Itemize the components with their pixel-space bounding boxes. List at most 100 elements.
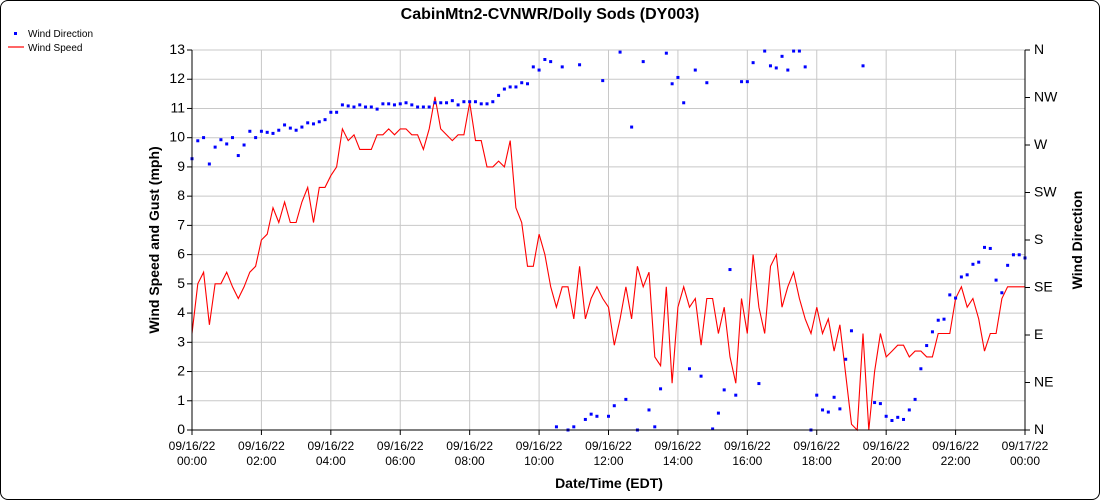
y-tick-label: 11 — [170, 99, 185, 115]
wind-direction-point — [259, 129, 263, 133]
wind-direction-point — [306, 121, 310, 125]
axes: 012345678910111213NNEESESSWWNWN09/16/220… — [169, 41, 1058, 468]
wind-direction-point — [473, 100, 477, 104]
x-tick-date: 09/16/22 — [446, 439, 493, 453]
x-tick-date: 09/16/22 — [655, 439, 702, 453]
wind-direction-point — [294, 128, 298, 132]
wind-direction-point — [618, 50, 622, 54]
x-tick-date: 09/16/22 — [793, 439, 840, 453]
wind-direction-point — [283, 123, 287, 127]
wind-direction-point — [936, 318, 940, 322]
y-axis-label: Wind Speed and Gust (mph) — [146, 146, 162, 333]
wind-direction-point — [502, 87, 506, 91]
x-tick-time: 20:00 — [871, 454, 901, 468]
wind-direction-point — [896, 415, 900, 419]
wind-direction-point — [572, 425, 576, 429]
wind-direction-point — [288, 126, 292, 130]
wind-direction-point — [560, 65, 564, 69]
wind-direction-point — [462, 100, 466, 104]
wind-direction-point — [317, 120, 321, 124]
wind-direction-point — [346, 104, 350, 108]
y-tick-label: 0 — [177, 421, 185, 437]
wind-direction-point — [786, 68, 790, 72]
wind-direction-point — [595, 414, 599, 418]
wind-direction-point — [803, 65, 807, 69]
wind-direction-point — [340, 103, 344, 107]
x-tick-date: 09/16/22 — [516, 439, 563, 453]
chart-title: CabinMtn2-CVNWR/Dolly Sods (DY003) — [401, 6, 700, 23]
y-tick-label: 6 — [177, 246, 185, 262]
wind-direction-point — [207, 162, 211, 166]
wind-direction-point — [213, 145, 217, 149]
y-tick-label: 5 — [177, 275, 185, 291]
wind-direction-point — [792, 49, 796, 53]
wind-direction-point — [265, 130, 269, 134]
x-tick-date: 09/16/22 — [307, 439, 354, 453]
wind-direction-point — [381, 102, 385, 106]
wind-direction-point — [300, 125, 304, 129]
x-tick-time: 04:00 — [316, 454, 346, 468]
wind-direction-point — [844, 357, 848, 361]
wind-direction-point — [745, 80, 749, 84]
y-tick-label: 8 — [177, 187, 185, 203]
wind-direction-point — [693, 68, 697, 72]
wind-direction-point — [768, 64, 772, 68]
wind-direction-point — [653, 425, 657, 429]
x-tick-date: 09/16/22 — [238, 439, 285, 453]
wind-direction-point — [849, 329, 853, 333]
wind-direction-point — [375, 107, 379, 111]
wind-direction-point — [1006, 263, 1010, 267]
x-tick-time: 00:00 — [1010, 454, 1040, 468]
wind-direction-point — [554, 425, 558, 429]
wind-direction-point — [450, 99, 454, 103]
wind-direction-point — [514, 85, 518, 89]
wind-direction-point — [196, 139, 200, 143]
x-tick-time: 16:00 — [732, 454, 762, 468]
wind-direction-point — [664, 51, 668, 55]
wind-direction-point — [838, 407, 842, 411]
x-tick-time: 14:00 — [663, 454, 693, 468]
x-tick-date: 09/16/22 — [932, 439, 979, 453]
wind-direction-point — [323, 118, 327, 122]
wind-direction-point — [826, 410, 830, 414]
x-tick-time: 02:00 — [246, 454, 276, 468]
wind-direction-point — [682, 101, 686, 105]
wind-direction-point — [445, 101, 449, 105]
wind-direction-point — [416, 105, 420, 109]
y-tick-label: 4 — [177, 304, 185, 320]
wind-direction-point — [311, 122, 315, 126]
wind-direction-point — [988, 246, 992, 250]
wind-direction-point — [919, 367, 923, 371]
wind-direction-point — [329, 110, 333, 114]
wind-direction-point — [583, 417, 587, 421]
wind-direction-point — [711, 427, 715, 431]
legend-speed-label: Wind Speed — [28, 43, 82, 54]
wind-direction-point — [479, 102, 483, 106]
wind-direction-point — [983, 245, 987, 249]
legend-direction-marker — [14, 32, 17, 35]
y-tick-label: 1 — [177, 392, 185, 408]
wind-direction-point — [404, 101, 408, 105]
wind-direction-point — [815, 393, 819, 397]
wind-direction-point — [959, 275, 963, 279]
wind-direction-point — [526, 82, 530, 86]
x-tick-time: 18:00 — [802, 454, 832, 468]
wind-direction-point — [520, 81, 524, 85]
wind-direction-point — [352, 105, 356, 109]
y2-tick-label: SE — [1034, 279, 1053, 295]
wind-direction-point — [861, 64, 865, 68]
y-tick-label: 12 — [169, 70, 185, 86]
data-marks — [190, 49, 1027, 432]
wind-direction-point — [797, 49, 801, 53]
y2-tick-label: N — [1034, 41, 1044, 57]
y2-tick-label: N — [1034, 421, 1044, 437]
x-tick-date: 09/17/22 — [1002, 439, 1049, 453]
wind-direction-point — [647, 408, 651, 412]
wind-direction-point — [230, 136, 234, 140]
wind-direction-point — [271, 131, 275, 135]
wind-direction-point — [740, 80, 744, 84]
wind-direction-point — [687, 367, 691, 371]
wind-direction-point — [589, 412, 593, 416]
wind-direction-point — [705, 81, 709, 85]
x-tick-time: 08:00 — [455, 454, 485, 468]
